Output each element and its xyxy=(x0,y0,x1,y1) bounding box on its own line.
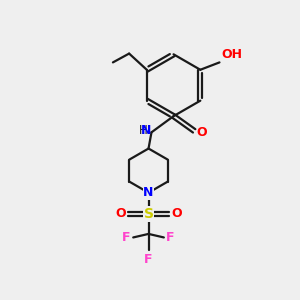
Text: N: N xyxy=(143,186,154,199)
Text: OH: OH xyxy=(221,48,242,61)
Text: H: H xyxy=(139,124,148,137)
Text: S: S xyxy=(143,207,154,221)
Text: N: N xyxy=(140,124,151,137)
Text: O: O xyxy=(115,207,126,220)
Text: F: F xyxy=(122,231,131,244)
Text: O: O xyxy=(172,207,182,220)
Text: O: O xyxy=(196,126,207,139)
Text: F: F xyxy=(166,231,175,244)
Text: F: F xyxy=(144,253,153,266)
